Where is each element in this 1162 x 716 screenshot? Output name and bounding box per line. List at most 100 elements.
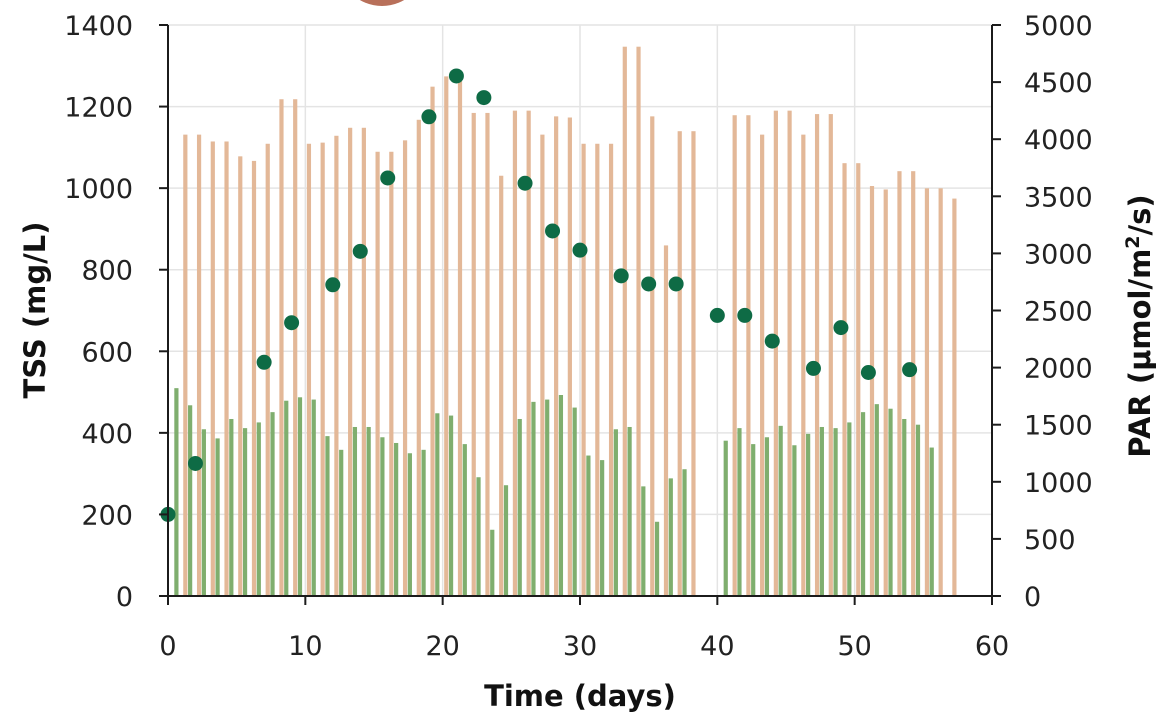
y-right-tick-label: 2000 [1024, 354, 1093, 385]
y-right-tick-label: 1500 [1024, 411, 1093, 442]
x-tick-label: 30 [563, 631, 597, 662]
par-max-bar [567, 117, 572, 596]
y-axis-right-title-sup: 2 [1122, 235, 1144, 248]
par-max-bar [375, 151, 380, 596]
par-max-bar [650, 116, 655, 597]
par-max-bar [952, 198, 957, 597]
par-max-bar [581, 143, 586, 596]
par-avg-bar [325, 436, 330, 596]
par-avg-bar [833, 428, 838, 596]
tss-point [613, 268, 629, 284]
par-max-bar [320, 142, 325, 596]
y-left-tick-label: 800 [81, 256, 133, 287]
par-avg-bar [421, 449, 426, 596]
par-max-bar [663, 245, 669, 596]
par-avg-bar [723, 440, 728, 596]
y-left-tick-label: 1400 [64, 11, 133, 42]
par-avg-bar [270, 412, 275, 596]
par-max-bar [677, 131, 682, 596]
par-max-bar [842, 163, 847, 596]
par-max-bar [499, 175, 504, 596]
par-max-bar [773, 110, 778, 597]
par-max-bar [183, 134, 188, 596]
y-right-tick-label: 4500 [1024, 68, 1093, 99]
par-max-bar [361, 127, 366, 596]
par-avg-bar [531, 401, 536, 596]
tss-point [256, 354, 272, 370]
par-avg-bar [558, 395, 564, 596]
par-max-bar [732, 115, 737, 596]
y-right-tick-label: 5000 [1024, 11, 1093, 42]
par-avg-bar [256, 422, 261, 596]
par-max-bar [512, 110, 518, 597]
x-tick-label: 10 [288, 631, 322, 662]
y-left-tick-label: 600 [81, 337, 133, 368]
par-max-bar [471, 112, 476, 597]
par-max-bar [814, 114, 820, 597]
par-avg-bar [600, 460, 605, 596]
par-avg-bar [284, 400, 289, 596]
par-avg-bar [847, 422, 852, 596]
par-max-bar [801, 134, 806, 596]
par-avg-bar [380, 437, 385, 596]
par-avg-bar [503, 485, 509, 596]
y-axis-right-title-suffix: /s) [1123, 194, 1157, 235]
par-avg-bar [915, 424, 921, 596]
par-max-bar [760, 134, 765, 596]
par-max-bar [444, 76, 449, 596]
par-max-bar [883, 189, 888, 596]
par-max-bar [554, 116, 559, 597]
par-max-bar [746, 115, 751, 596]
tss-point [668, 276, 684, 292]
par-max-bar [402, 140, 408, 597]
par-max-bar [897, 171, 902, 596]
par-max-bars [183, 46, 957, 597]
par-max-bar [389, 151, 394, 596]
par-avg-bar [339, 449, 344, 596]
tick-layer: 0 10 20 30 40 50 60020040060080010001200140005… [64, 11, 1092, 662]
tss-point [187, 455, 203, 471]
y-right-tick-label: 1000 [1024, 468, 1093, 499]
par-max-bar [196, 134, 202, 596]
par-avg-bar [586, 455, 591, 596]
tss-point [352, 243, 368, 259]
par-avg-bar [435, 413, 440, 596]
par-max-bar [622, 46, 627, 596]
x-axis-title: Time (days) [484, 679, 676, 713]
x-tick-label: 20 [425, 631, 459, 662]
par-avg-bar [394, 442, 399, 596]
y-right-tick-label: 0 [1024, 582, 1041, 613]
par-max-bar [691, 131, 696, 596]
par-avg-bar [448, 415, 454, 596]
par-max-bar [251, 160, 257, 596]
par-max-bar [430, 86, 435, 596]
x-tick-label: 40 [700, 631, 734, 662]
par-max-bar [869, 186, 875, 596]
par-max-bar [540, 134, 545, 596]
par-max-bar [526, 110, 531, 597]
y-axis-left-title: TSS (mg/L) [18, 222, 52, 399]
par-avg-bar [311, 399, 316, 596]
x-tick-label: 50 [837, 631, 871, 662]
tss-point [517, 175, 533, 191]
par-max-bar [224, 141, 229, 596]
par-avg-bar [792, 445, 797, 596]
par-max-bar [265, 143, 270, 596]
par-max-bar [856, 163, 861, 596]
par-avg-bar [902, 418, 907, 596]
y-left-tick-label: 0 [116, 582, 133, 613]
y-left-tick-label: 400 [81, 419, 133, 450]
par-max-bar [924, 188, 930, 596]
y-left-tick-label: 1000 [64, 174, 133, 205]
par-avg-bar [668, 478, 673, 596]
tss-point [641, 276, 657, 292]
par-avg-bar [819, 426, 824, 596]
par-avg-bar [682, 469, 687, 596]
tss-point [380, 170, 396, 186]
par-avg-bar [874, 404, 879, 596]
tss-point [860, 364, 876, 380]
par-avg-bars [174, 388, 934, 596]
tss-point [737, 307, 753, 323]
tss-point [545, 223, 561, 239]
